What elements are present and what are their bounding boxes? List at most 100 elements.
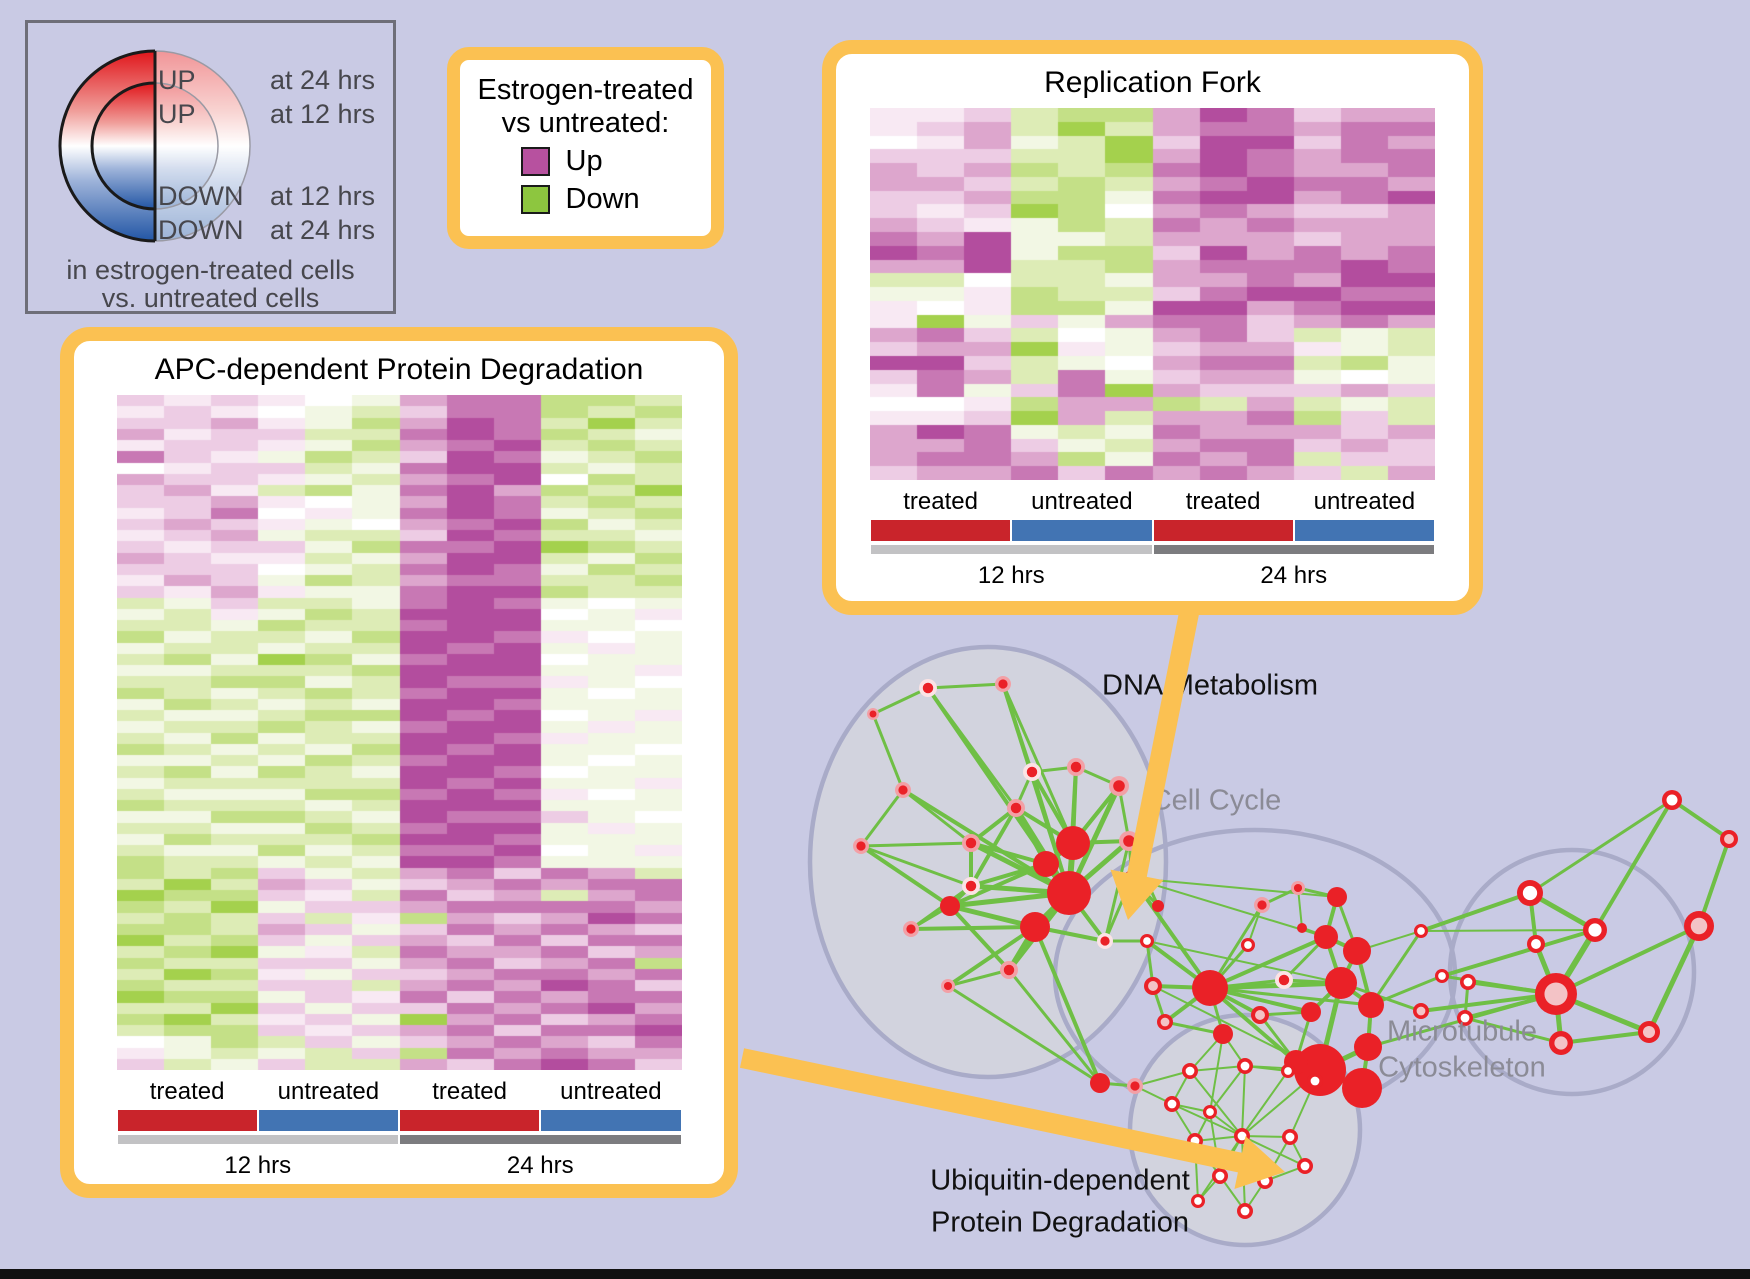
- network-node-center: [1148, 981, 1158, 991]
- network-edge: [872, 686, 929, 716]
- network-node-center: [1666, 794, 1678, 806]
- network-node: [998, 679, 1008, 689]
- network-edge: [949, 862, 1047, 908]
- rf-time-labels: 12 hrs 24 hrs: [870, 556, 1435, 590]
- up-color-swatch: [520, 147, 550, 176]
- apc-group-labels: treated untreated treated untreated: [117, 1078, 682, 1108]
- network-node: [898, 785, 908, 795]
- apc-timebar-12: [116, 1135, 399, 1144]
- legend-title-line1: Estrogen-treated: [477, 74, 694, 106]
- network-node-center: [1417, 927, 1425, 935]
- updown-legend-box: Estrogen-treated vs untreated: Up Down: [447, 47, 724, 249]
- network-node: [1056, 826, 1090, 860]
- apc-group-label-4: untreated: [560, 1078, 662, 1105]
- network-node-center: [1544, 982, 1568, 1006]
- network-node-center: [1642, 1025, 1656, 1039]
- network-node-center: [1240, 1206, 1250, 1216]
- network-edge: [1189, 1065, 1246, 1072]
- network-edge: [926, 687, 1018, 809]
- network-node: [1123, 835, 1135, 847]
- network-node-center: [1554, 1036, 1568, 1050]
- network-edge: [1529, 798, 1673, 895]
- cluster-dna-metabolism: [807, 644, 1169, 1080]
- network-node-center: [1588, 923, 1602, 937]
- network-node-center: [1463, 977, 1473, 987]
- network-edge: [1369, 930, 1423, 1006]
- network-edge: [1171, 1103, 1243, 1137]
- apc-condition-colorbar: [116, 1110, 682, 1131]
- network-node: [1325, 967, 1357, 999]
- network-edge: [1697, 838, 1731, 927]
- arrow-shaft-2: [739, 1048, 1248, 1174]
- network-node-center: [1285, 1132, 1295, 1142]
- network-edge: [947, 984, 1101, 1085]
- network-edge: [902, 788, 972, 845]
- replication-fork-panel: Replication Fork treated untreated treat…: [822, 40, 1483, 615]
- network-node-center: [1416, 1006, 1426, 1016]
- network-node: [922, 682, 934, 694]
- figure-bottom-border: [0, 1269, 1750, 1279]
- network-edge: [1560, 1030, 1650, 1045]
- network-node: [1010, 802, 1022, 814]
- rf-heatmap-canvas: [870, 108, 1435, 480]
- apc-group-label-2: untreated: [277, 1078, 380, 1105]
- network-edge: [1441, 928, 1596, 978]
- rf-group-label-2: untreated: [1031, 488, 1133, 515]
- network-node: [906, 924, 916, 934]
- microtubule-label-line2: Cytoskeleton: [1378, 1051, 1546, 1084]
- apc-time-colorbar: [116, 1135, 682, 1144]
- network-node: [1301, 1002, 1321, 1022]
- rf-timebar-12: [870, 545, 1153, 554]
- dna-metabolism-label: DNA Metabolism: [1102, 669, 1318, 702]
- network-node-center: [1167, 1099, 1177, 1109]
- network-node: [943, 981, 953, 991]
- network-node: [965, 837, 977, 849]
- network-edge: [1209, 935, 1327, 990]
- apc-bar-untreated-12: [257, 1110, 399, 1131]
- network-edge: [1670, 798, 1731, 841]
- rf-12hrs-label: 12 hrs: [977, 562, 1045, 589]
- network-edge: [1033, 926, 1102, 1084]
- network-node: [1047, 871, 1091, 915]
- up-label: Up: [565, 145, 603, 177]
- apc-timebar-24: [399, 1135, 682, 1144]
- network-node: [940, 896, 960, 916]
- apc-group-label-3: treated: [432, 1078, 507, 1105]
- network-edge: [1001, 683, 1075, 844]
- network-node: [1278, 974, 1290, 986]
- apc-group-label-1: treated: [149, 1078, 225, 1105]
- apc-bar-untreated-24: [540, 1110, 682, 1131]
- network-node: [1358, 992, 1384, 1018]
- network-node: [1152, 900, 1164, 912]
- network-edge: [860, 841, 972, 848]
- apc-12hrs-label: 12 hrs: [224, 1152, 292, 1179]
- network-edge: [1593, 798, 1674, 932]
- network-node-center: [1185, 1066, 1195, 1076]
- network-edge: [1241, 1065, 1246, 1137]
- network-node: [1033, 851, 1059, 877]
- network-node: [1113, 780, 1125, 792]
- network-edge: [860, 844, 972, 888]
- key-up12-label: UP: [158, 99, 196, 129]
- arrow-head-2: [1234, 1136, 1285, 1189]
- network-node: [1293, 883, 1303, 893]
- rf-group-label-4: untreated: [1313, 488, 1416, 515]
- network-edge: [1646, 924, 1702, 1034]
- network-node: [856, 841, 866, 851]
- network-node: [1354, 1033, 1382, 1061]
- network-node: [1003, 964, 1015, 976]
- network-node: [1130, 1081, 1140, 1091]
- network-node: [1297, 923, 1307, 933]
- network-edge: [946, 925, 1037, 988]
- key-down12-label: DOWN: [158, 181, 244, 211]
- network-edge: [969, 807, 1018, 887]
- rf-condition-colorbar: [870, 520, 1435, 541]
- network-node: [1020, 912, 1050, 942]
- network-edge: [859, 789, 905, 847]
- network-node: [1327, 887, 1347, 907]
- apc-bar-treated-12: [116, 1110, 258, 1131]
- apc-heatmap-panel: APC-dependent Protein Degradation treate…: [60, 327, 738, 1198]
- apc-heatmap-canvas: [116, 395, 682, 1070]
